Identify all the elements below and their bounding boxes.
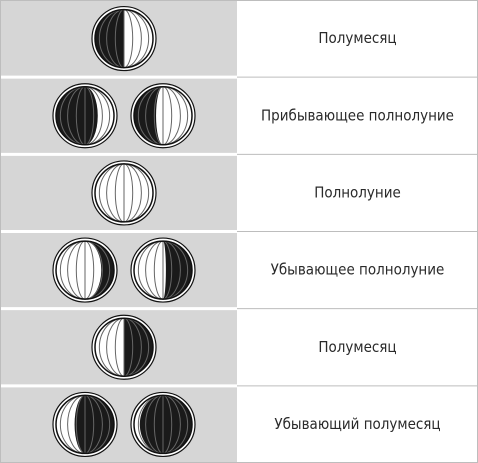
phase-label: Убывающий полумесяц [274, 415, 440, 433]
globe-outline [55, 240, 115, 300]
globe-shadow [56, 86, 98, 145]
table-row: Убывающее полнолуние [52, 237, 445, 303]
phase-label: Убывающее полнолуние [271, 261, 445, 279]
globe-outline [55, 86, 115, 146]
globe-outline [94, 317, 154, 377]
table-row: Полнолуние [91, 160, 401, 226]
table-row: Полумесяц [91, 5, 397, 72]
globe-outline [133, 86, 193, 146]
globe-outline [133, 240, 193, 300]
phase-label: Полумесяц [318, 29, 396, 47]
phase-label: Прибывающее полнолуние [261, 106, 454, 124]
phase-label: Полумесяц [318, 338, 396, 356]
phase-label: Полнолуние [314, 183, 401, 201]
globe-outline [94, 8, 154, 69]
globe-outline [133, 394, 193, 455]
globe-outline [55, 394, 115, 455]
table-row: Полумесяц [91, 314, 397, 380]
globe-shadow [74, 395, 114, 454]
table-row: Прибывающее полнолуние [52, 83, 454, 149]
table-row: Убывающий полумесяц [52, 391, 441, 458]
globe-outline [94, 163, 154, 223]
globe-shadow [139, 395, 192, 454]
